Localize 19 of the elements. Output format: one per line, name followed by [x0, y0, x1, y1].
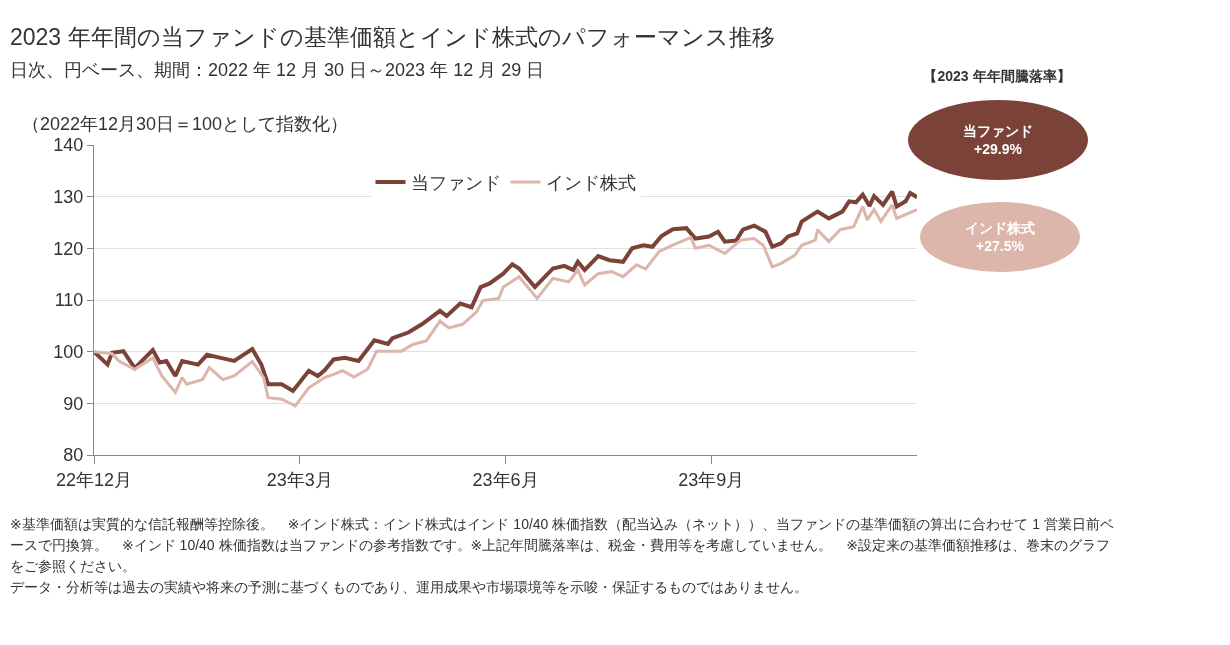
x-tick-label: 22年12月 — [55, 469, 133, 490]
y-tick-label: 130 — [53, 186, 84, 207]
x-tick-label: 23年9月 — [678, 469, 745, 490]
legend-label: インド株式 — [545, 172, 636, 193]
y-tick-label: 100 — [53, 341, 84, 362]
text: 【2023 年年間騰落率】 — [922, 68, 1072, 86]
y-tick-label: 140 — [53, 135, 84, 156]
y-tick-label: 90 — [63, 393, 84, 414]
text: ※基準価額は実質的な信託報酬等控除後。 ※インド株式：インド株式はインド 10/40 株価指数（配当込み（ネット））、当ファンドの基準価額の算出に合わせて 1 営業日前ベースで円換算。 ※インド 10/40 株価指数は当ファンドの参考指数です。※上記年間騰落率は、税金・費用等を考慮していません。 ※設定来の基準価額推移は、巻末のグラフをご参照ください。 — [10, 515, 1115, 576]
chart-subtitle: 日次、円ベース、期間：2022 年 12 月 30 日～2023 年 12 月 29 日 — [10, 59, 545, 82]
legend-label: 当ファンド — [410, 172, 501, 193]
text: データ・分析等は過去の実績や将来の予測に基づくものであり、運用成果や市場環境等を示唆・保証するものではありません。 — [10, 578, 809, 597]
y-tick-label: 110 — [54, 290, 84, 311]
y-axis-title: （2022年12月30日＝100として指数化） — [22, 114, 349, 134]
chart-title: 2023 年年間の当ファンドの基準価額とインド株式のパフォーマンス推移 — [10, 23, 775, 52]
y-tick-label: 80 — [63, 445, 84, 466]
y-tick-label: 120 — [53, 238, 84, 259]
x-tick-label: 23年3月 — [266, 469, 333, 490]
x-tick-label: 23年6月 — [472, 469, 539, 490]
